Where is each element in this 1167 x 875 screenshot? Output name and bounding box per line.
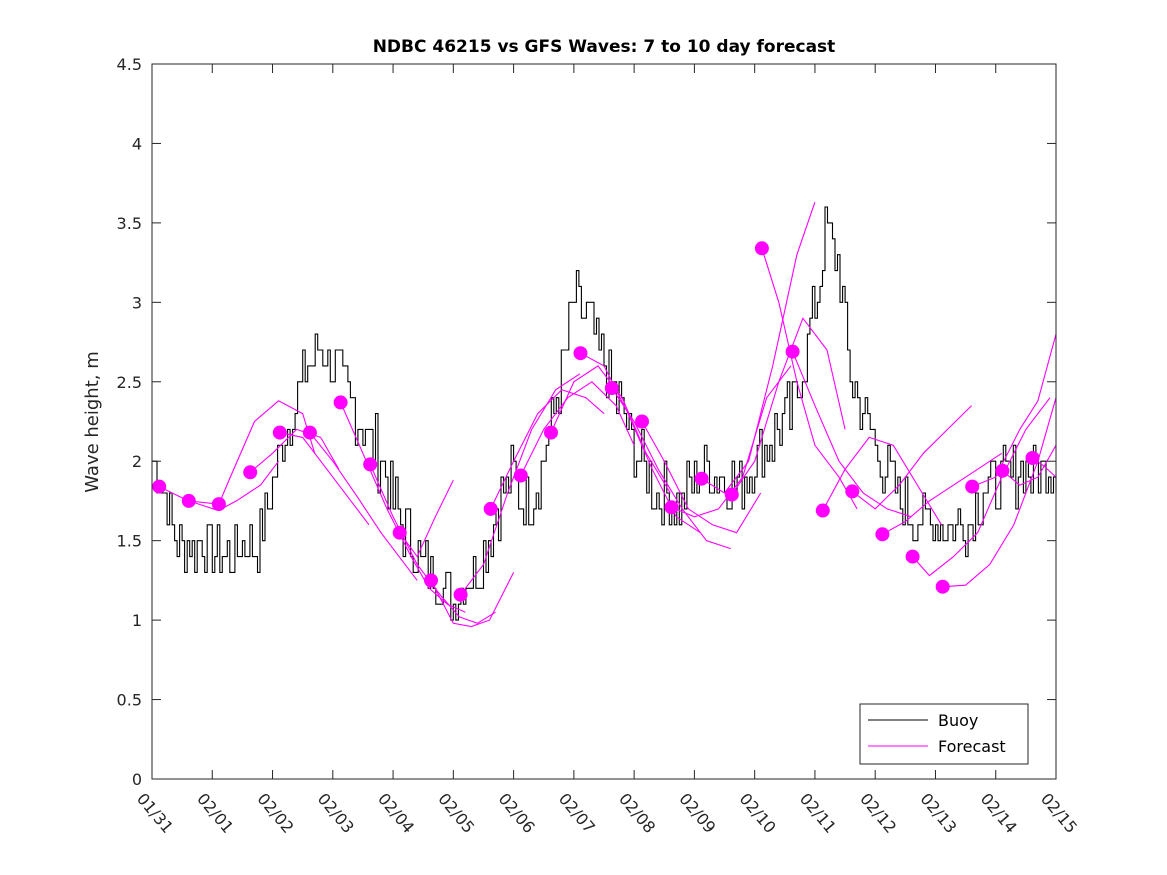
forecast-line-fc16 xyxy=(611,387,731,550)
plot-area xyxy=(152,202,1057,628)
forecast-line-fc25 xyxy=(882,452,1003,535)
forecast-point xyxy=(272,425,287,440)
forecast-point xyxy=(875,527,890,542)
forecast-point xyxy=(453,587,468,602)
forecast-line-fc24 xyxy=(851,405,972,510)
forecast-point xyxy=(424,573,438,588)
forecast-line-fc19 xyxy=(701,202,816,494)
legend-forecast-label: Forecast xyxy=(938,737,1006,756)
forecast-line-fc21 xyxy=(761,248,858,510)
forecast-line-fc06 xyxy=(309,432,418,581)
y-tick-label: 4 xyxy=(132,134,142,153)
forecast-line-fc11 xyxy=(460,373,581,596)
forecast-line-fc13 xyxy=(520,381,635,476)
forecast-point xyxy=(965,479,980,494)
y-tick-label: 0 xyxy=(132,770,142,789)
forecast-point xyxy=(392,525,407,540)
y-tick-label: 1 xyxy=(132,611,142,630)
forecast-point xyxy=(724,487,739,502)
forecast-point xyxy=(211,497,226,512)
chart-title: NDBC 46215 vs GFS Waves: 7 to 10 day for… xyxy=(373,37,836,57)
forecast-point xyxy=(995,463,1010,478)
forecast-point xyxy=(181,493,196,508)
forecast-line-fc02 xyxy=(188,460,280,512)
forecast-point xyxy=(544,425,558,440)
forecast-point xyxy=(152,479,167,494)
forecast-line-fc10 xyxy=(430,572,515,628)
forecast-line-fc15 xyxy=(580,352,701,534)
forecast-line-fc23 xyxy=(822,436,942,526)
forecast-point xyxy=(845,484,860,499)
forecast-line-fc29 xyxy=(1002,445,1057,486)
forecast-line-fc27 xyxy=(942,397,1057,588)
forecast-line-fc17 xyxy=(641,421,762,534)
legend-buoy-label: Buoy xyxy=(938,711,978,730)
y-tick-label: 3.5 xyxy=(117,214,142,233)
y-axis: 0 0.5 1 1.5 2 2.5 3 3.5 4 4.5 xyxy=(117,55,1056,789)
forecast-line-fc05 xyxy=(279,432,370,526)
forecast-point xyxy=(1025,451,1040,465)
forecast-point xyxy=(604,381,619,396)
forecast-line-fc03 xyxy=(218,400,316,505)
forecast-line-fc09 xyxy=(399,480,454,558)
forecast-point xyxy=(785,344,800,359)
forecast-point xyxy=(635,414,649,429)
forecast-point xyxy=(573,346,588,361)
legend: Buoy Forecast xyxy=(859,703,1029,765)
y-tick-label: 1.5 xyxy=(117,532,142,551)
y-tick-label: 3 xyxy=(132,293,142,312)
forecast-point xyxy=(483,501,498,516)
forecast-line-fc28 xyxy=(971,333,1057,488)
y-axis-label: Wave height, m xyxy=(82,351,103,492)
forecast-point xyxy=(754,241,769,256)
forecast-line-fc04 xyxy=(249,428,340,473)
forecast-line-fc07 xyxy=(340,402,466,613)
forecast-line-fc08 xyxy=(369,464,496,624)
forecast-point xyxy=(333,395,348,410)
axes-box xyxy=(151,63,1057,780)
legend-box xyxy=(859,703,1029,765)
forecast-point xyxy=(664,500,679,515)
forecast-line-fc22 xyxy=(792,351,912,518)
y-tick-label: 2 xyxy=(132,452,142,471)
forecast-point xyxy=(905,549,920,564)
y-tick-label: 2.5 xyxy=(117,373,142,392)
buoy-line xyxy=(152,206,1057,621)
y-tick-label: 0.5 xyxy=(117,691,142,710)
forecast-line-fc26 xyxy=(912,397,1051,577)
forecast-point xyxy=(243,465,258,480)
forecast-point xyxy=(363,457,378,472)
y-tick-label: 4.5 xyxy=(117,55,142,74)
forecast-point xyxy=(935,579,950,594)
forecast-line-fc12 xyxy=(490,389,605,510)
forecast-point xyxy=(302,425,317,440)
forecast-point xyxy=(815,503,830,518)
forecast-point xyxy=(694,471,709,486)
forecast-point xyxy=(513,468,528,483)
